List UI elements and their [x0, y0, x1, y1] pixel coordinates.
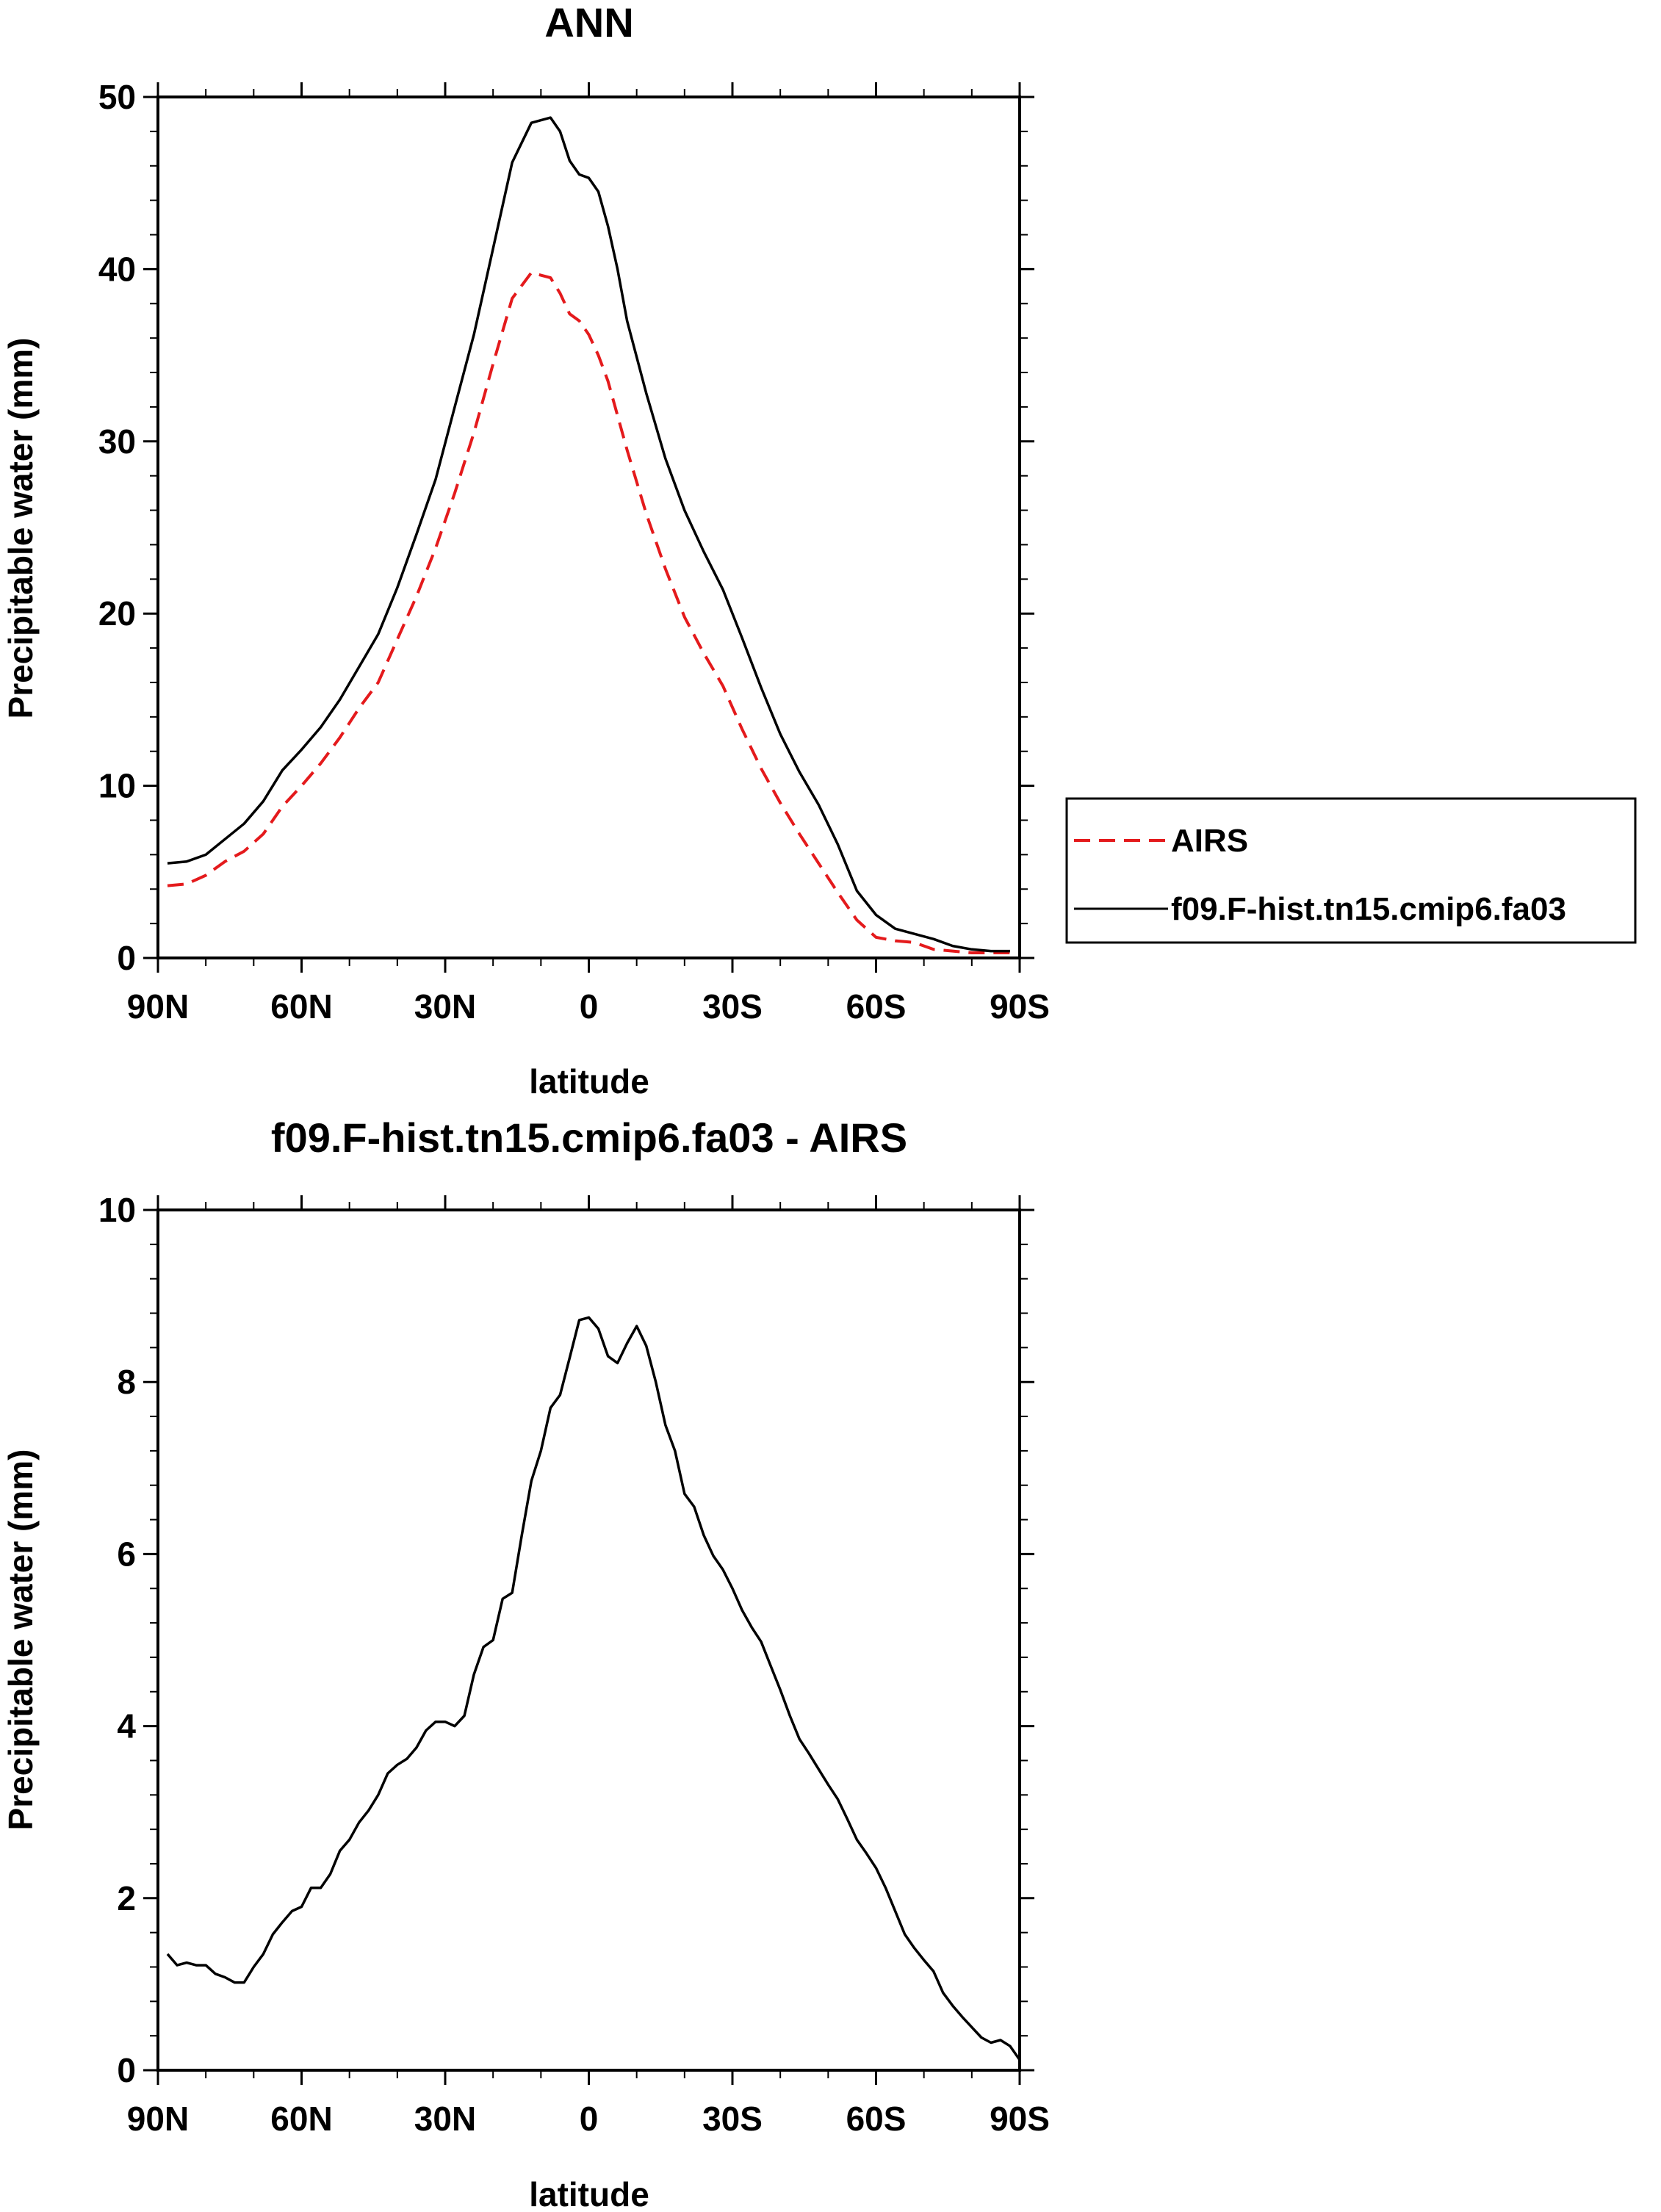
- ticks: [143, 82, 1034, 973]
- y-tick-label: 10: [98, 1191, 136, 1229]
- x-tick-label: 0: [580, 2100, 599, 2138]
- y-tick-label: 40: [98, 250, 136, 288]
- legend: AIRS f09.F-hist.tn15.cmip6.fa03: [1065, 797, 1637, 944]
- x-tick-label: 30S: [702, 2100, 763, 2138]
- x-tick-label: 60N: [270, 987, 332, 1026]
- x-tick-label: 0: [580, 987, 599, 1026]
- y-tick-label: 20: [98, 594, 136, 633]
- chart-annual: ANN 90N 60N 30N 0 30S 60S 90S 0 10 20 30 40 50 latit…: [1, 0, 1637, 1100]
- series-layer: [167, 116, 1010, 954]
- series-line-f09-f-hist-tn15-cmip6-fa03-airs: [166, 1316, 1021, 2061]
- legend-label-airs: AIRS: [1171, 823, 1248, 859]
- plot-frame: [156, 96, 1021, 959]
- x-tick-label: 90S: [990, 987, 1050, 1026]
- series-line-f09-f-hist-tn15-cmip6-fa03: [167, 116, 1010, 953]
- tick-labels: 90N 60N 30N 0 30S 60S 90S 0 10 20 30 40 50: [98, 78, 1050, 1026]
- x-tick-label: 90N: [127, 987, 189, 1026]
- chart-title: ANN: [544, 0, 633, 46]
- y-tick-label: 6: [117, 1535, 136, 1573]
- chart-title: f09.F-hist.tn15.cmip6.fa03 - AIRS: [271, 1114, 907, 1161]
- y-tick-label: 10: [98, 767, 136, 805]
- series-layer: [166, 1316, 1021, 2061]
- series-line-airs: [167, 271, 1010, 954]
- y-tick-label: 4: [117, 1707, 136, 1746]
- x-axis-title: latitude: [529, 2175, 649, 2212]
- x-tick-label: 60N: [270, 2100, 332, 2138]
- y-axis-title: Precipitable water (mm): [1, 1449, 40, 1831]
- legend-label-model: f09.F-hist.tn15.cmip6.fa03: [1171, 891, 1566, 927]
- x-tick-label: 60S: [846, 987, 907, 1026]
- y-tick-label: 2: [117, 1879, 136, 1917]
- legend-box: [1065, 797, 1637, 944]
- y-tick-label: 0: [117, 939, 136, 977]
- y-axis-title: Precipitable water (mm): [1, 338, 40, 719]
- x-tick-label: 90N: [127, 2100, 189, 2138]
- plot-frame: [156, 1208, 1021, 2072]
- chart-difference: f09.F-hist.tn15.cmip6.fa03 - AIRS 90N 60N…: [1, 1114, 1050, 2212]
- x-tick-label: 90S: [990, 2100, 1050, 2138]
- y-tick-label: 0: [117, 2051, 136, 2089]
- x-axis-title: latitude: [529, 1062, 649, 1100]
- y-tick-label: 8: [117, 1363, 136, 1401]
- y-tick-label: 50: [98, 78, 136, 116]
- x-tick-label: 60S: [846, 2100, 907, 2138]
- x-tick-label: 30N: [414, 987, 476, 1026]
- y-tick-label: 30: [98, 422, 136, 461]
- x-tick-label: 30N: [414, 2100, 476, 2138]
- x-tick-label: 30S: [702, 987, 763, 1026]
- tick-labels: 90N 60N 30N 0 30S 60S 90S 0 2 4 6 8 10: [98, 1191, 1050, 2138]
